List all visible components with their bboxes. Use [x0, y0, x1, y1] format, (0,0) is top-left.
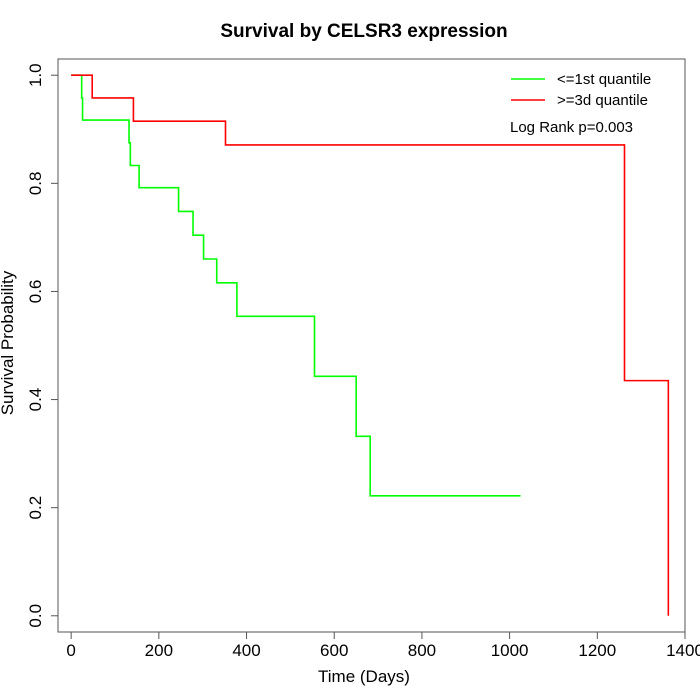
survival-curve-series-1 — [71, 74, 521, 497]
y-axis-label: Survival Probability — [0, 270, 17, 415]
y-tick-label: 0.0 — [26, 604, 45, 628]
x-axis: 0 200 400 600 800 1000 1200 1400 — [66, 631, 700, 660]
x-tick-label: 800 — [408, 641, 436, 660]
survival-curve-series-2 — [71, 74, 670, 616]
legend-label: >=3d quantile — [557, 92, 648, 109]
x-tick-label: 1200 — [578, 641, 616, 660]
y-tick-label: 1.0 — [26, 63, 45, 87]
x-tick-label: 1400 — [666, 641, 700, 660]
x-tick-label: 200 — [145, 641, 173, 660]
x-tick-label: 600 — [320, 641, 348, 660]
log-rank-annotation: Log Rank p=0.003 — [510, 119, 633, 136]
y-tick-label: 0.4 — [26, 388, 45, 412]
legend-label: <=1st quantile — [557, 71, 651, 88]
x-tick-label: 1000 — [491, 641, 529, 660]
x-tick-label: 0 — [66, 641, 75, 660]
y-tick-label: 0.8 — [26, 172, 45, 196]
y-axis: 0.0 0.2 0.4 0.6 0.8 1.0 — [26, 63, 59, 628]
series-layer — [71, 74, 670, 616]
y-tick-label: 0.2 — [26, 496, 45, 520]
x-tick-label: 400 — [232, 641, 260, 660]
x-axis-label: Time (Days) — [318, 667, 410, 686]
chart-title: Survival by CELSR3 expression — [220, 21, 507, 42]
y-tick-label: 0.6 — [26, 280, 45, 304]
legend: <=1st quantile >=3d quantile — [511, 71, 651, 109]
